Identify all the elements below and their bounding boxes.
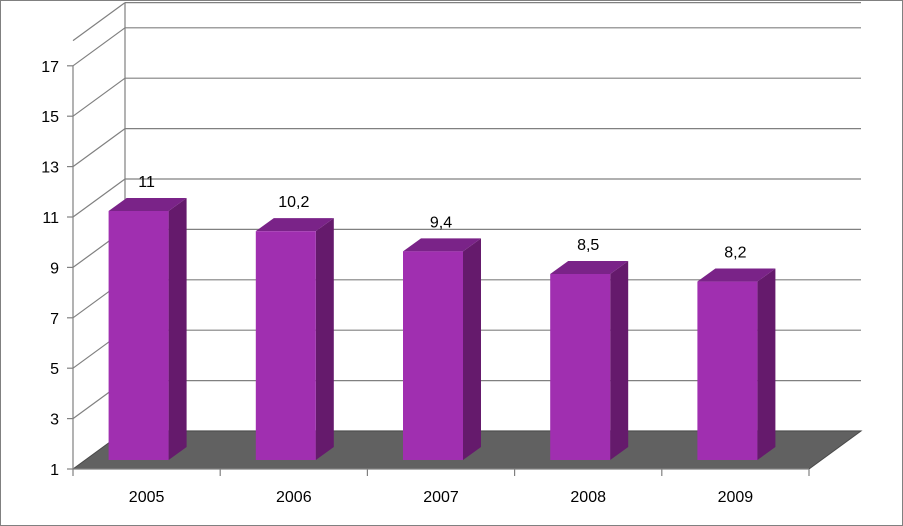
bar-front [697, 281, 758, 460]
bar [550, 261, 629, 460]
bar-side [463, 238, 481, 460]
data-label: 10,2 [278, 194, 309, 211]
bar-front [108, 211, 169, 460]
bar-side [168, 198, 187, 460]
y-tick-label: 13 [41, 160, 59, 177]
bar-front [255, 231, 316, 460]
data-label: 11 [138, 174, 155, 191]
x-tick-label: 2007 [423, 489, 459, 506]
y-tick-label: 1 [50, 462, 59, 479]
data-label: 9,4 [430, 214, 452, 231]
bar-top [697, 268, 776, 282]
gridline-diagonal [72, 77, 126, 117]
bar-side [757, 268, 776, 460]
bar [697, 268, 776, 460]
bar [108, 198, 187, 460]
bar [403, 238, 481, 460]
y-tick-label: 9 [50, 260, 59, 277]
y-tick-label: 17 [41, 59, 59, 76]
bar-top [108, 198, 187, 211]
x-tick-label: 2008 [570, 489, 606, 506]
y-tick-label: 15 [41, 109, 59, 126]
y-tick-label: 11 [42, 210, 59, 227]
x-tick-label: 2006 [276, 489, 312, 506]
gridline-diagonal [72, 2, 126, 42]
bar-top [550, 261, 629, 274]
bar-front [550, 274, 611, 460]
x-tick-label: 2009 [718, 489, 754, 506]
gridline-diagonal [72, 178, 126, 218]
data-label: 8,5 [577, 237, 599, 254]
gridline-diagonal [72, 27, 126, 67]
gridlines [72, 2, 861, 432]
data-label: 8,2 [724, 245, 746, 262]
bar-side [315, 218, 334, 460]
bar-top [255, 218, 334, 232]
bars [108, 198, 776, 460]
y-tick-label: 3 [50, 412, 59, 429]
y-tick-label: 7 [50, 311, 59, 328]
bar [255, 218, 334, 460]
bar-front [403, 251, 463, 460]
bar-top [403, 238, 481, 252]
x-tick-label: 2005 [129, 489, 165, 506]
bar-side [610, 261, 629, 460]
y-tick-label: 5 [50, 361, 59, 378]
gridline-diagonal [72, 128, 126, 168]
